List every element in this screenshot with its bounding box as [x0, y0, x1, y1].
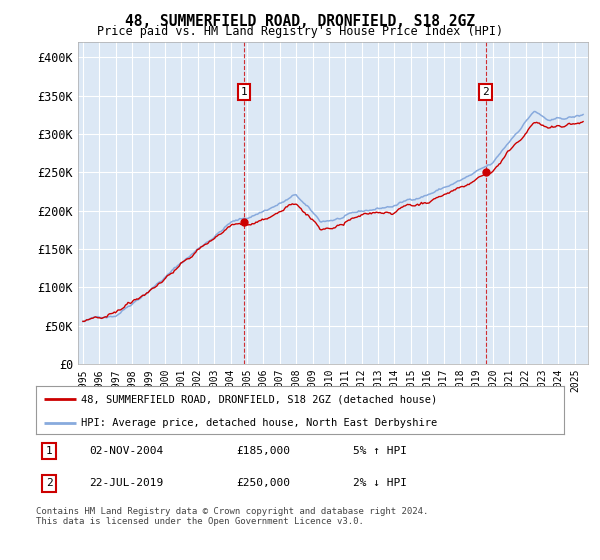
Text: 5% ↑ HPI: 5% ↑ HPI [353, 446, 407, 456]
Text: 1: 1 [46, 446, 53, 456]
Text: 2: 2 [46, 478, 53, 488]
Text: 2: 2 [482, 87, 489, 97]
Text: 2% ↓ HPI: 2% ↓ HPI [353, 478, 407, 488]
Text: Price paid vs. HM Land Registry's House Price Index (HPI): Price paid vs. HM Land Registry's House … [97, 25, 503, 38]
Text: £250,000: £250,000 [236, 478, 290, 488]
Text: £185,000: £185,000 [236, 446, 290, 456]
Text: 48, SUMMERFIELD ROAD, DRONFIELD, S18 2GZ: 48, SUMMERFIELD ROAD, DRONFIELD, S18 2GZ [125, 14, 475, 29]
Text: Contains HM Land Registry data © Crown copyright and database right 2024.
This d: Contains HM Land Registry data © Crown c… [36, 507, 428, 526]
Text: 22-JUL-2019: 22-JUL-2019 [89, 478, 163, 488]
Text: 02-NOV-2004: 02-NOV-2004 [89, 446, 163, 456]
Text: HPI: Average price, detached house, North East Derbyshire: HPI: Average price, detached house, Nort… [81, 418, 437, 428]
Text: 48, SUMMERFIELD ROAD, DRONFIELD, S18 2GZ (detached house): 48, SUMMERFIELD ROAD, DRONFIELD, S18 2GZ… [81, 394, 437, 404]
Text: 1: 1 [241, 87, 248, 97]
